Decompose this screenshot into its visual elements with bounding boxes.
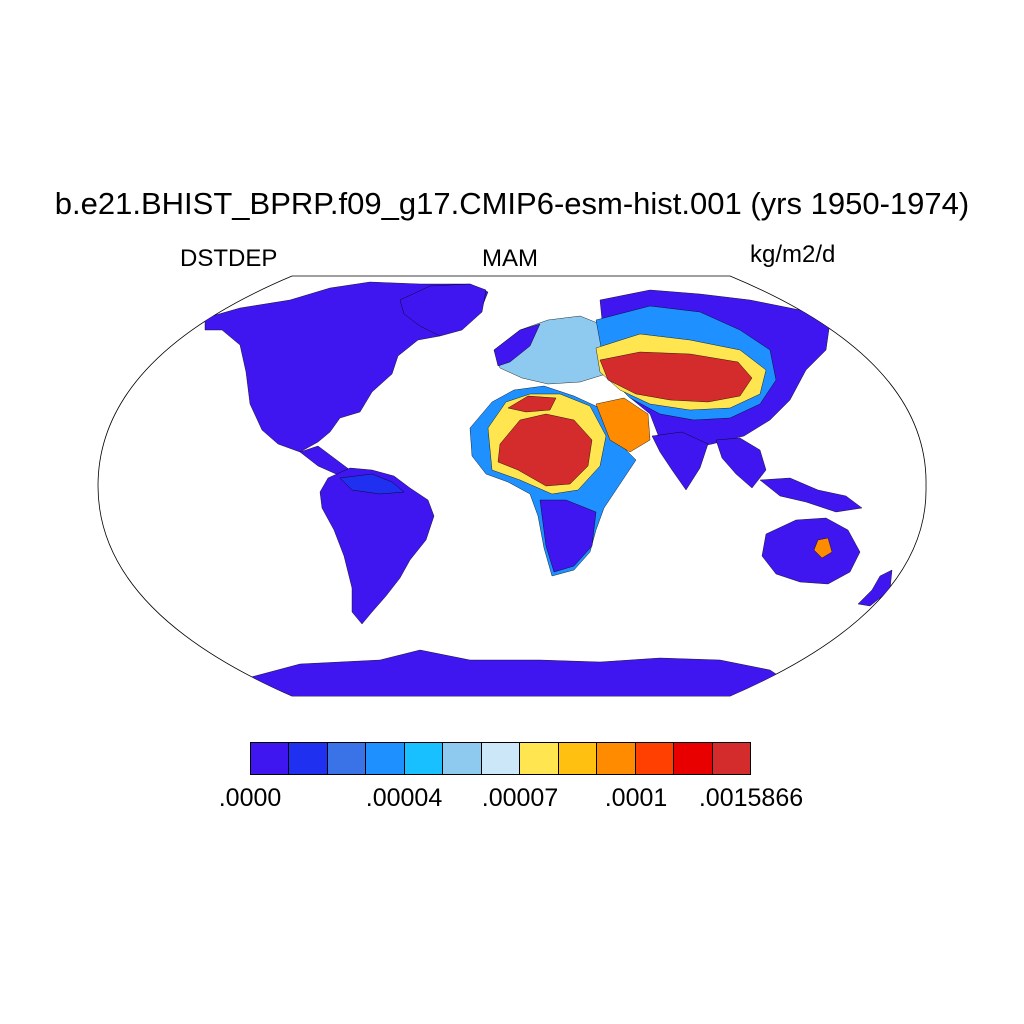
australia (761, 517, 861, 585)
colorbar-box (634, 743, 674, 774)
southeast-asia (715, 437, 767, 489)
colorbar-label: .0000 (218, 784, 282, 812)
plot-title: b.e21.BHIST_BPRP.f09_g17.CMIP6-esm-hist.… (54, 186, 970, 221)
colorbar-box (288, 743, 327, 774)
europe-west (493, 323, 541, 367)
indonesia (759, 477, 863, 513)
colorbar-label: .00007 (481, 784, 559, 812)
india (651, 431, 709, 491)
units-label: kg/m2/d (750, 241, 836, 268)
australia-hotspot (813, 537, 833, 559)
colorbar-box (711, 743, 751, 774)
amazon-mid (339, 473, 405, 495)
colorbar-box (365, 743, 404, 774)
colorbar-box (442, 743, 481, 774)
colorbar-box (403, 743, 443, 774)
south-america (319, 467, 435, 625)
colorbar-box (557, 743, 597, 774)
arabia (595, 397, 651, 453)
colorbar-box (251, 743, 289, 774)
colorbar (250, 742, 751, 775)
sahara-core (497, 413, 593, 487)
season-label: MAM (482, 245, 538, 272)
antarctica (229, 649, 801, 696)
colorbar-label: .0001 (604, 784, 668, 812)
greenland (399, 283, 487, 337)
colorbar-box (519, 743, 558, 774)
colorbar-box (480, 743, 520, 774)
colorbar-box (673, 743, 712, 774)
sahara-north-band (507, 395, 557, 413)
new-zealand (857, 569, 893, 607)
colorbar-box (326, 743, 366, 774)
north-america (204, 281, 489, 453)
colorbar-label: .0015866 (698, 784, 804, 812)
colorbar-box (596, 743, 635, 774)
central-asia-core (599, 351, 753, 403)
africa-south-low (539, 499, 597, 573)
colorbar-label: .00004 (365, 784, 443, 812)
variable-name: DSTDEP (180, 245, 278, 272)
